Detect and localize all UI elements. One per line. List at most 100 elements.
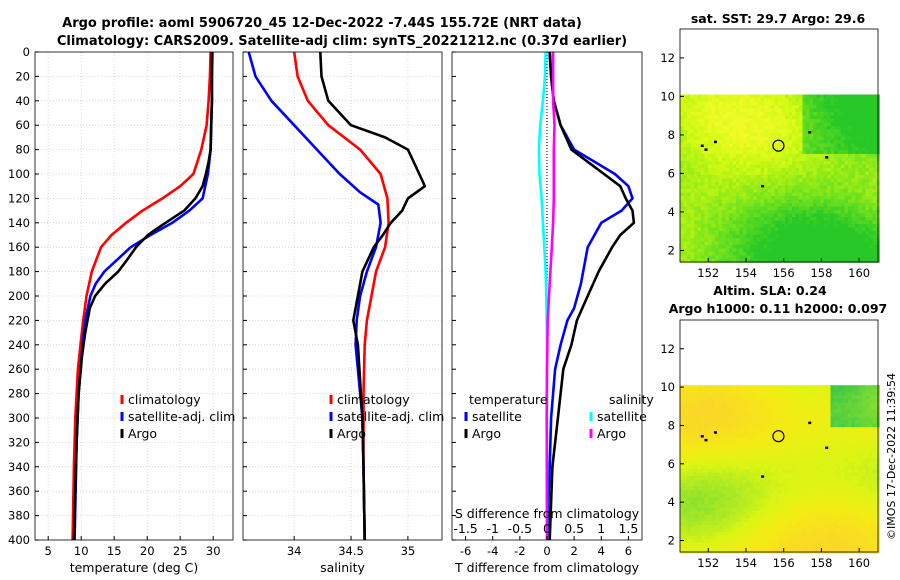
heatmap-cell [806, 182, 810, 186]
heatmap-cell [708, 483, 712, 487]
heatmap-cell [855, 483, 859, 487]
heatmap-cell [823, 206, 828, 211]
heatmap-cell [781, 108, 786, 113]
heatmap-cell [683, 462, 688, 466]
heatmap-cell [715, 94, 719, 99]
heatmap-cell [830, 444, 835, 449]
heatmap-cell [753, 136, 758, 141]
heatmap-cell [743, 112, 747, 116]
heatmap-cell [725, 455, 730, 459]
heatmap-cell [722, 507, 726, 512]
heatmap-cell [750, 119, 754, 123]
heatmap-cell [760, 217, 765, 221]
heatmap-cell [841, 472, 845, 477]
heatmap-cell [788, 238, 793, 242]
heatmap-cell [743, 206, 747, 211]
heatmap-cell [739, 119, 744, 123]
heatmap-cell [743, 199, 747, 204]
heatmap-cell [767, 255, 772, 260]
heatmap-cell [771, 105, 775, 109]
heatmap-cell [704, 115, 709, 120]
heatmap-cell [771, 147, 775, 151]
heatmap-cell [704, 210, 709, 214]
heatmap-cell [760, 388, 765, 393]
heatmap-cell [809, 388, 814, 393]
heatmap-cell [711, 388, 716, 393]
heatmap-cell [799, 462, 803, 466]
heatmap-cell [851, 388, 856, 393]
heatmap-cell [841, 115, 845, 120]
heatmap-cell [781, 248, 786, 253]
heatmap-cell [690, 259, 695, 263]
heatmap-cell [806, 227, 810, 232]
heatmap-cell [848, 185, 852, 190]
heatmap-cell [694, 423, 698, 428]
heatmap-cell [792, 413, 796, 417]
heatmap-cell [830, 455, 835, 459]
heatmap-cell [788, 231, 793, 235]
heatmap-cell [855, 112, 859, 116]
heatmap-cell [708, 161, 712, 165]
heatmap-cell [736, 178, 740, 183]
heatmap-cell [725, 192, 730, 197]
heatmap-cell [690, 238, 695, 242]
heatmap-cell [788, 122, 793, 127]
heatmap-cell [711, 178, 716, 183]
heatmap-cell [799, 252, 803, 256]
heatmap-cell [813, 472, 817, 477]
heatmap-cell [694, 150, 698, 155]
heatmap-cell [802, 115, 807, 120]
heatmap-cell [848, 406, 852, 410]
heatmap-cell [809, 126, 814, 130]
heatmap-cell [739, 483, 744, 487]
heatmap-cell [834, 143, 838, 148]
heatmap-cell [746, 119, 751, 123]
heatmap-cell [715, 157, 719, 162]
heatmap-cell [732, 423, 737, 428]
heatmap-cell [799, 406, 803, 410]
heatmap-cell [851, 189, 856, 193]
heatmap-cell [806, 437, 810, 442]
heatmap-cell [823, 479, 828, 484]
heatmap-cell [872, 252, 877, 256]
heatmap-cell [813, 500, 817, 505]
heatmap-cell [771, 196, 775, 200]
heatmap-cell [872, 133, 877, 137]
heatmap-cell [774, 196, 779, 200]
heatmap-cell [760, 154, 765, 158]
heatmap-cell [767, 220, 772, 225]
heatmap-cell [708, 409, 712, 414]
island-mark-3 [825, 156, 829, 159]
heatmap-cell [795, 241, 800, 246]
heatmap-cell [767, 423, 772, 428]
heatmap-cell [722, 500, 726, 505]
heatmap-cell [697, 402, 702, 407]
heatmap-cell [771, 420, 775, 424]
heatmap-cell [788, 437, 793, 442]
heatmap-cell [767, 101, 772, 106]
heatmap-cell [827, 136, 831, 141]
heatmap-cell [708, 241, 712, 246]
heatmap-cell [809, 143, 814, 148]
heatmap-cell [694, 164, 698, 169]
heatmap-cell [802, 402, 807, 407]
heatmap-cell [732, 451, 737, 456]
heatmap-cell [865, 476, 870, 480]
heatmap-cell [799, 217, 803, 221]
heatmap-cell [813, 476, 817, 480]
heatmap-cell [764, 392, 768, 396]
heatmap-cell [855, 203, 859, 207]
heatmap-cell [753, 241, 758, 246]
heatmap-cell [862, 192, 866, 197]
heatmap-cell [795, 108, 800, 113]
heatmap-cell [729, 497, 733, 501]
heatmap-cell [795, 178, 800, 183]
heatmap-cell [848, 140, 852, 144]
heatmap-cell [848, 154, 852, 158]
heatmap-cell [858, 115, 863, 120]
heatmap-cell [725, 385, 730, 389]
heatmap-cell [736, 441, 740, 445]
heatmap-cell [778, 98, 782, 102]
heatmap-cell [806, 213, 810, 218]
heatmap-cell [739, 241, 744, 246]
